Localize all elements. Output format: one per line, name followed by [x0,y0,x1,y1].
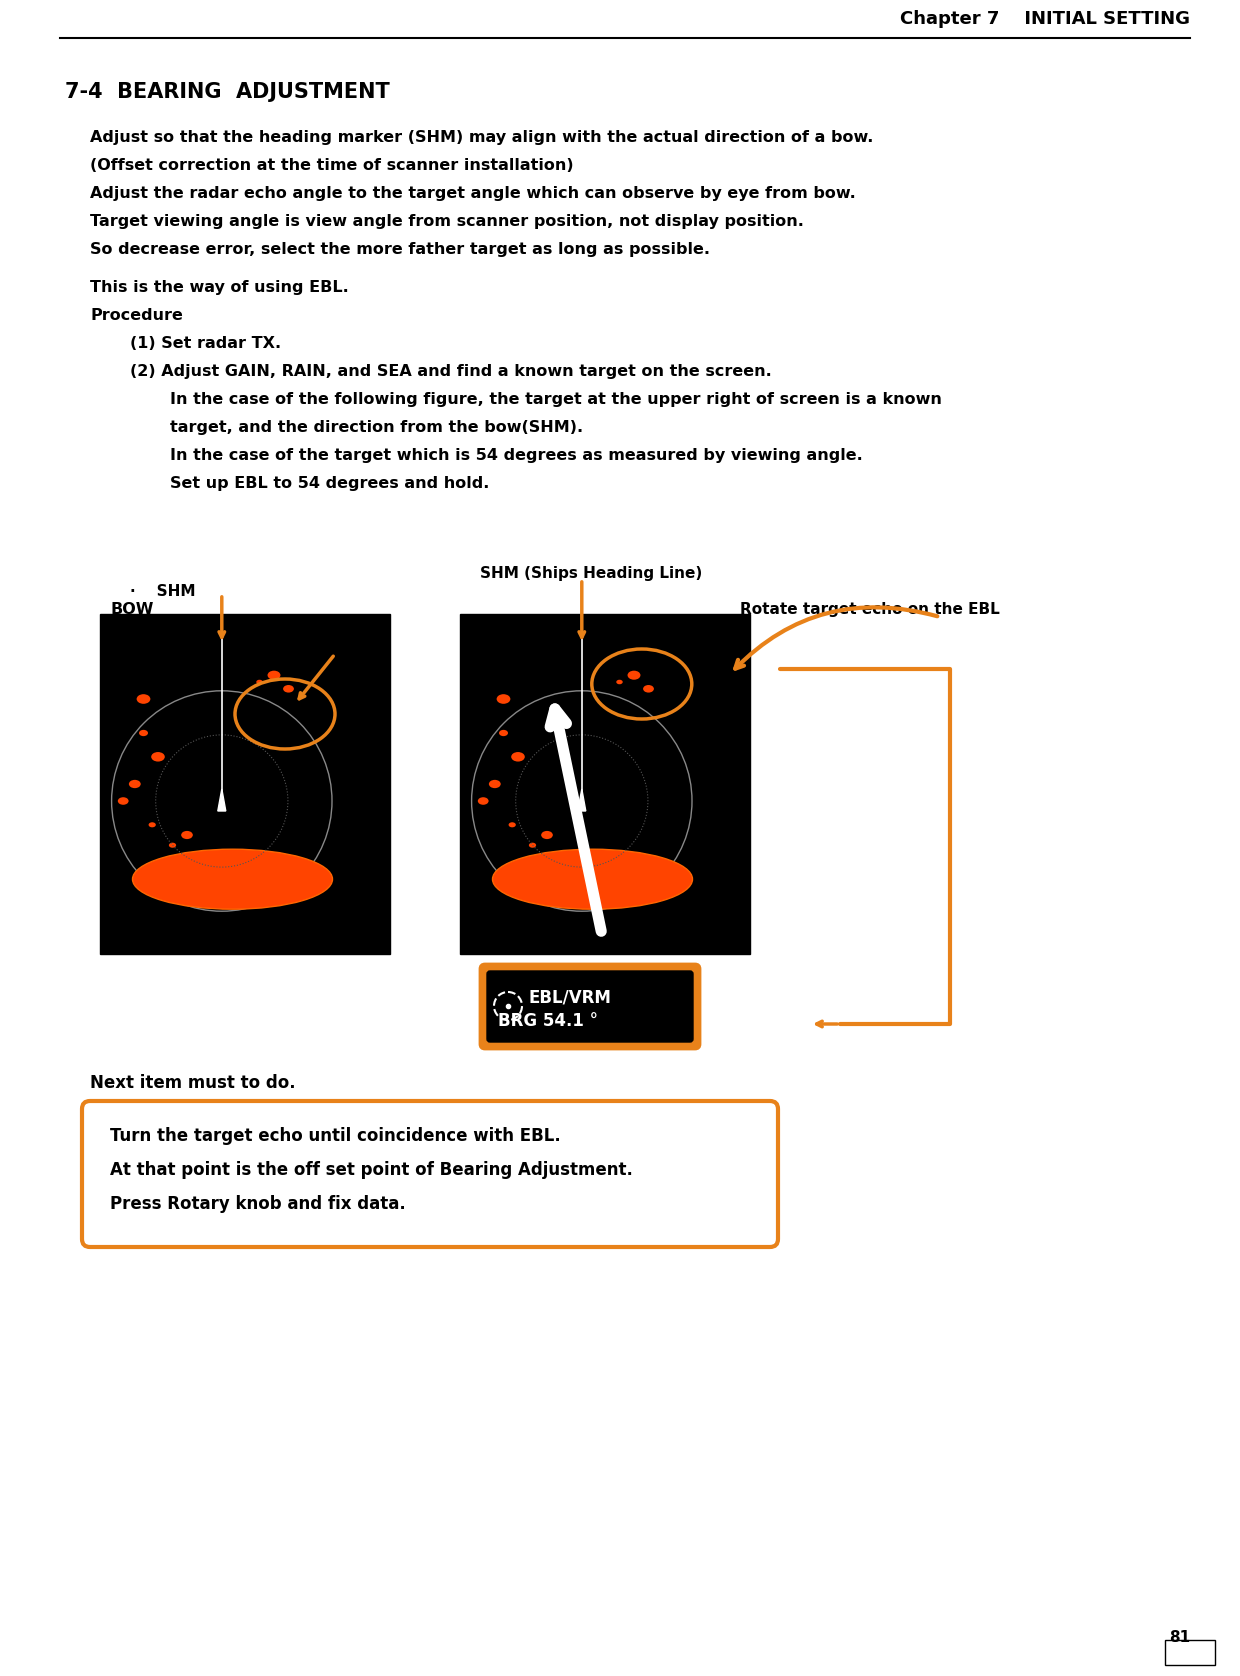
Ellipse shape [511,753,525,761]
Ellipse shape [616,680,622,684]
Ellipse shape [133,850,332,908]
Ellipse shape [268,670,280,680]
Polygon shape [578,789,585,811]
Text: Rotate target echo on the EBL: Rotate target echo on the EBL [740,602,999,617]
Text: Press Rotary knob and fix data.: Press Rotary knob and fix data. [110,1195,405,1213]
Text: Select Target: Select Target [255,639,368,654]
Ellipse shape [541,831,553,840]
Text: Procedure: Procedure [91,308,182,323]
FancyBboxPatch shape [100,613,391,954]
Ellipse shape [151,753,165,761]
Text: EBL/VRM: EBL/VRM [528,987,611,1006]
Text: In the case of the following figure, the target at the upper right of screen is : In the case of the following figure, the… [170,392,942,407]
Text: 7-4  BEARING  ADJUSTMENT: 7-4 BEARING ADJUSTMENT [64,82,389,102]
Text: BOW: BOW [110,602,154,617]
Bar [1166,1641,1215,1664]
Text: (2) Adjust GAIN, RAIN, and SEA and find a known target on the screen.: (2) Adjust GAIN, RAIN, and SEA and find … [130,364,771,379]
Ellipse shape [477,798,489,804]
Text: ·    SHM: · SHM [130,583,196,598]
Text: 81: 81 [1169,1631,1190,1646]
Ellipse shape [498,729,508,736]
Ellipse shape [529,843,536,848]
Text: In the case of the target which is 54 degrees as measured by viewing angle.: In the case of the target which is 54 de… [170,447,863,463]
Ellipse shape [558,856,564,861]
FancyArrowPatch shape [735,607,937,669]
Ellipse shape [181,831,193,840]
Ellipse shape [508,823,516,828]
Text: At that point is the off set point of Bearing Adjustment.: At that point is the off set point of Be… [110,1161,632,1178]
Ellipse shape [136,694,150,704]
Ellipse shape [149,823,156,828]
Text: So decrease error, select the more father target as long as possible.: So decrease error, select the more fathe… [91,241,711,256]
Text: Adjust so that the heading marker (SHM) may align with the actual direction of a: Adjust so that the heading marker (SHM) … [91,131,873,146]
Ellipse shape [139,729,148,736]
FancyBboxPatch shape [487,970,693,1042]
Ellipse shape [129,779,140,788]
Ellipse shape [489,779,501,788]
Ellipse shape [118,798,129,804]
Ellipse shape [644,685,653,692]
Ellipse shape [497,694,511,704]
Text: target, and the direction from the bow(SHM).: target, and the direction from the bow(S… [170,421,583,436]
Ellipse shape [283,685,294,692]
Ellipse shape [169,843,176,848]
Polygon shape [218,789,226,811]
Text: Set up EBL to 54 degrees and hold.: Set up EBL to 54 degrees and hold. [170,476,490,491]
Ellipse shape [627,670,641,680]
Text: Target viewing angle is view angle from scanner position, not display position.: Target viewing angle is view angle from … [91,215,804,230]
Ellipse shape [492,850,692,908]
Text: Adjust the radar echo angle to the target angle which can observe by eye from bo: Adjust the radar echo angle to the targe… [91,186,856,201]
Ellipse shape [257,680,263,684]
Text: Chapter 7    INITIAL SETTING: Chapter 7 INITIAL SETTING [900,10,1190,28]
Text: Turn the target echo until coincidence with EBL.: Turn the target echo until coincidence w… [110,1126,560,1145]
Ellipse shape [198,856,205,861]
Text: (Offset correction at the time of scanner installation): (Offset correction at the time of scanne… [91,158,574,173]
FancyBboxPatch shape [460,613,750,954]
Text: BRG 54.1 °: BRG 54.1 ° [498,1012,598,1031]
FancyBboxPatch shape [82,1101,777,1247]
Text: Next item must to do.: Next item must to do. [91,1074,295,1093]
Text: (1) Set radar TX.: (1) Set radar TX. [130,335,281,350]
Text: This is the way of using EBL.: This is the way of using EBL. [91,280,348,295]
FancyBboxPatch shape [480,964,701,1049]
Text: SHM (Ships Heading Line): SHM (Ships Heading Line) [480,566,702,582]
